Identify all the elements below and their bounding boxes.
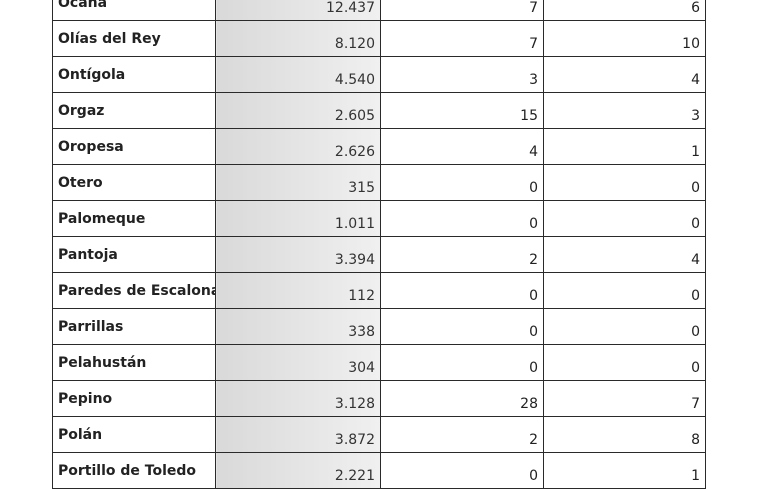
population-cell: 12.437: [215, 0, 381, 21]
table-row: Pepino 3.128 28 7: [52, 380, 706, 417]
value-cell: 1: [543, 452, 706, 489]
table-row: Orgaz 2.605 15 3: [52, 92, 706, 129]
population-cell: 2.605: [215, 92, 381, 129]
value-cell: 7: [543, 380, 706, 417]
value-cell: 8: [543, 416, 706, 453]
table-row: Portillo de Toledo 2.221 0 1: [52, 452, 706, 489]
value-cell: 0: [380, 308, 544, 345]
municipality-table: Ocaña 12.437 7 6 Olías del Rey 8.120 7 10 Ontígo…: [52, 0, 706, 489]
table-row: Ocaña 12.437 7 6: [52, 0, 706, 21]
municipality-name: Orgaz: [52, 92, 216, 129]
population-cell: 4.540: [215, 56, 381, 93]
population-cell: 112: [215, 272, 381, 309]
municipality-name: Pantoja: [52, 236, 216, 273]
table-row: Polán 3.872 2 8: [52, 416, 706, 453]
table-row: Paredes de Escalona 112 0 0: [52, 272, 706, 309]
value-cell: 6: [543, 0, 706, 21]
municipality-name: Palomeque: [52, 200, 216, 237]
value-cell: 4: [380, 128, 544, 165]
value-cell: 0: [543, 344, 706, 381]
value-cell: 7: [380, 0, 544, 21]
municipality-name: Ocaña: [52, 0, 216, 21]
value-cell: 10: [543, 20, 706, 57]
municipality-name: Ontígola: [52, 56, 216, 93]
value-cell: 0: [380, 272, 544, 309]
value-cell: 0: [543, 164, 706, 201]
population-cell: 3.394: [215, 236, 381, 273]
population-cell: 304: [215, 344, 381, 381]
value-cell: 0: [543, 200, 706, 237]
table-row: Oropesa 2.626 4 1: [52, 128, 706, 165]
population-cell: 3.128: [215, 380, 381, 417]
municipality-name: Oropesa: [52, 128, 216, 165]
population-cell: 2.221: [215, 452, 381, 489]
population-cell: 338: [215, 308, 381, 345]
population-cell: 8.120: [215, 20, 381, 57]
value-cell: 3: [543, 92, 706, 129]
value-cell: 4: [543, 236, 706, 273]
value-cell: 3: [380, 56, 544, 93]
table-row: Pelahustán 304 0 0: [52, 344, 706, 381]
value-cell: 15: [380, 92, 544, 129]
table-row: Olías del Rey 8.120 7 10: [52, 20, 706, 57]
municipality-name: Parrillas: [52, 308, 216, 345]
population-cell: 2.626: [215, 128, 381, 165]
population-cell: 3.872: [215, 416, 381, 453]
value-cell: 4: [543, 56, 706, 93]
value-cell: 1: [543, 128, 706, 165]
municipality-name: Portillo de Toledo: [52, 452, 216, 489]
population-cell: 1.011: [215, 200, 381, 237]
municipality-name: Otero: [52, 164, 216, 201]
table-row: Ontígola 4.540 3 4: [52, 56, 706, 93]
value-cell: 0: [380, 200, 544, 237]
population-cell: 315: [215, 164, 381, 201]
value-cell: 2: [380, 236, 544, 273]
table-row: Palomeque 1.011 0 0: [52, 200, 706, 237]
value-cell: 28: [380, 380, 544, 417]
municipality-name: Pepino: [52, 380, 216, 417]
value-cell: 0: [380, 164, 544, 201]
table-row: Otero 315 0 0: [52, 164, 706, 201]
value-cell: 0: [543, 272, 706, 309]
municipality-name: Polán: [52, 416, 216, 453]
value-cell: 7: [380, 20, 544, 57]
table-row: Pantoja 3.394 2 4: [52, 236, 706, 273]
municipality-name: Pelahustán: [52, 344, 216, 381]
value-cell: 0: [380, 452, 544, 489]
table-row: Parrillas 338 0 0: [52, 308, 706, 345]
municipality-name: Paredes de Escalona: [52, 272, 216, 309]
municipality-name: Olías del Rey: [52, 20, 216, 57]
value-cell: 0: [543, 308, 706, 345]
value-cell: 0: [380, 344, 544, 381]
value-cell: 2: [380, 416, 544, 453]
